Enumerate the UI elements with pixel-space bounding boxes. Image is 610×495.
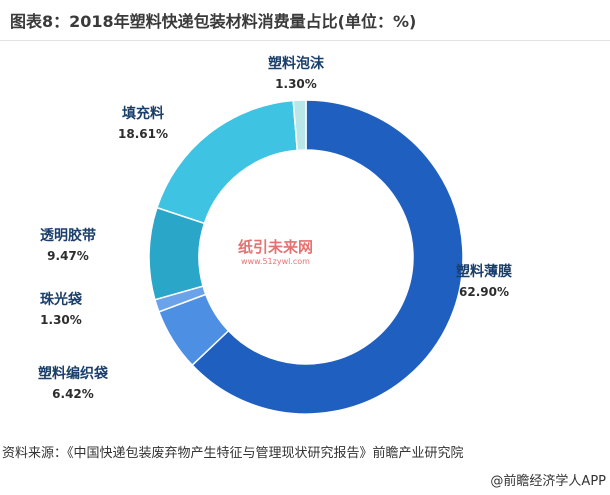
watermark-text: 纸引未来网 — [238, 238, 314, 256]
slice-label-name: 透明胶带 — [40, 228, 96, 244]
watermark-url: www.51zywl.com — [241, 257, 310, 266]
slice-label-0: 塑料薄膜 62.90% — [456, 262, 512, 302]
donut-slice-5 — [292, 99, 307, 152]
slice-label-value: 9.47% — [47, 249, 89, 263]
slice-label-value: 6.42% — [52, 387, 94, 401]
chart-title: 图表8：2018年塑料快递包装材料消费量占比(单位：%) — [10, 12, 417, 31]
slice-label-value: 18.61% — [118, 127, 168, 141]
slice-label-value: 62.90% — [459, 285, 509, 299]
slice-label-name: 塑料薄膜 — [456, 264, 512, 280]
slice-label-3: 透明胶带 9.47% — [40, 226, 96, 266]
footer-credit: @前瞻经济学人APP — [490, 474, 606, 489]
watermark: 纸引未来网 www.51zywl.com — [238, 236, 313, 266]
slice-label-name: 珠光袋 — [40, 292, 82, 308]
slice-label-name: 塑料泡沫 — [268, 56, 324, 72]
source-note: 资料来源：《中国快递包装废弃物产生特征与管理现状研究报告》前瞻产业研究院 — [2, 446, 464, 461]
slice-label-4: 填充料 18.61% — [118, 104, 168, 144]
slice-label-value: 1.30% — [275, 77, 317, 91]
slice-label-name: 塑料编织袋 — [38, 366, 108, 382]
slice-label-value: 1.30% — [40, 313, 82, 327]
donut-slice-3 — [148, 206, 206, 301]
donut-slice-0 — [191, 99, 464, 415]
donut-chart — [148, 99, 464, 415]
title-divider — [0, 40, 610, 41]
slice-label-name: 填充料 — [121, 106, 164, 122]
slice-label-1: 塑料编织袋 6.42% — [38, 364, 108, 404]
slice-label-2: 珠光袋 1.30% — [40, 290, 82, 330]
donut-slice-4 — [156, 99, 299, 225]
slice-label-5: 塑料泡沫 1.30% — [268, 54, 324, 94]
